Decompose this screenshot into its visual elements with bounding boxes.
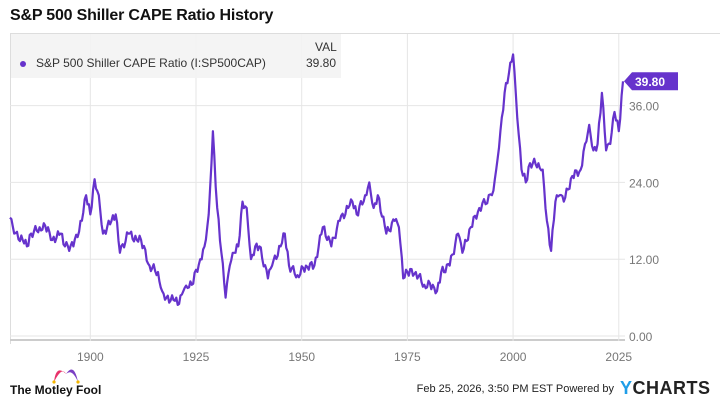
- last-value-tag: [624, 72, 678, 91]
- x-tick-label: 2000: [500, 350, 527, 364]
- motley-fool-brand: The Motley Fool: [10, 383, 102, 397]
- powered-by: Powered by: [555, 383, 614, 395]
- y-tick-label: 12.00: [629, 253, 659, 267]
- legend-series-dot: [20, 61, 26, 67]
- last-value-text: 39.80: [635, 75, 665, 89]
- x-axis: 1900 1925 1950 1975 2000 2025: [77, 350, 632, 364]
- motley-fool-jester-logo: [52, 369, 80, 384]
- x-tick-label: 1975: [394, 350, 421, 364]
- x-tick-label: 1925: [183, 350, 210, 364]
- y-tick-label: 0.00: [629, 330, 653, 344]
- x-tick-label: 1950: [288, 350, 315, 364]
- y-tick-label: 24.00: [629, 176, 659, 190]
- footer-timestamp: Feb 25, 2026, 3:50 PM EST Powered by: [417, 383, 614, 395]
- legend-series-name: S&P 500 Shiller CAPE Ratio (I:SP500CAP): [36, 56, 266, 70]
- legend: VAL S&P 500 Shiller CAPE Ratio (I:SP500C…: [11, 34, 341, 78]
- legend-series-value: 39.80: [306, 56, 337, 70]
- series-line: [9, 53, 625, 306]
- x-tick-label: 2025: [605, 350, 632, 364]
- gridlines: [10, 34, 625, 341]
- chart-title: S&P 500 Shiller CAPE Ratio History: [10, 7, 274, 24]
- x-tick-label: 1900: [77, 350, 104, 364]
- ycharts-logo: YCHARTS: [620, 378, 711, 399]
- y-tick-label: 36.00: [629, 100, 659, 114]
- y-axis: 0.00 12.00 24.00 36.00: [629, 100, 659, 344]
- ycharts-text: CHARTS: [632, 378, 711, 398]
- timestamp: Feb 25, 2026, 3:50 PM EST: [416, 383, 553, 395]
- chart-frame: [10, 33, 720, 344]
- legend-column-header: VAL: [315, 40, 337, 54]
- ycharts-y: Y: [620, 378, 633, 398]
- last-value-label: 39.80: [624, 72, 678, 91]
